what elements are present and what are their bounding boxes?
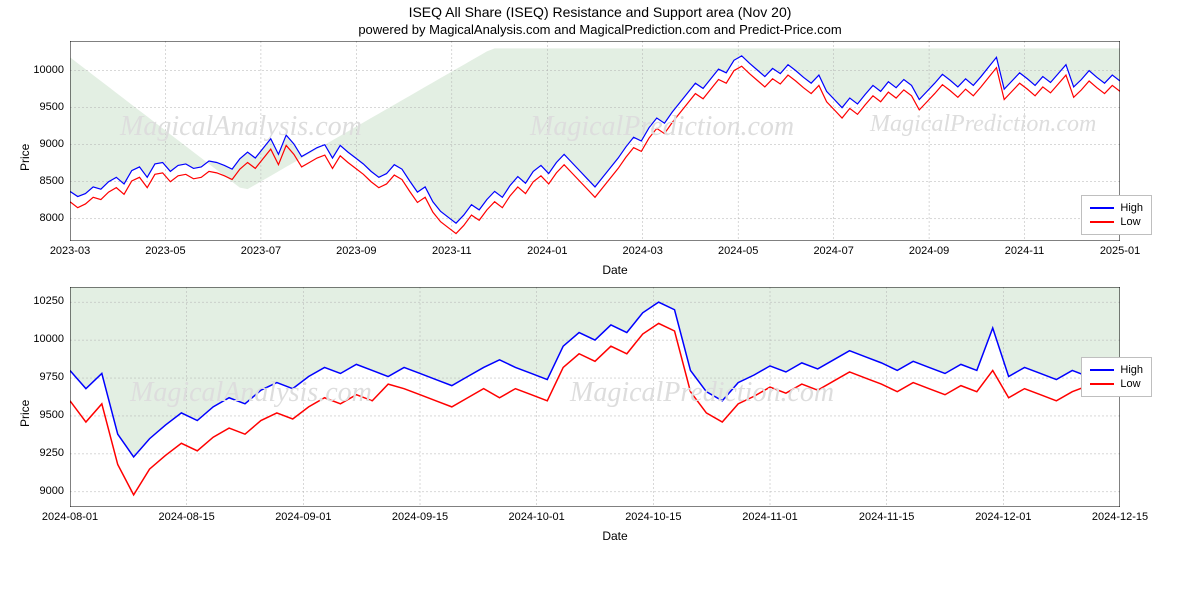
xtick-label: 2024-09-15	[385, 511, 455, 523]
ytick-label: 9750	[4, 371, 64, 383]
chart1-plot	[70, 41, 1120, 241]
xtick-label: 2024-10-01	[502, 511, 572, 523]
ytick-label: 9250	[4, 447, 64, 459]
chart-2: Price 90009250950097501000010250 2024-08…	[70, 287, 1160, 507]
xtick-label: 2025-01	[1085, 245, 1155, 257]
xtick-label: 2023-03	[35, 245, 105, 257]
xtick-label: 2024-10-15	[618, 511, 688, 523]
xtick-label: 2024-12-01	[968, 511, 1038, 523]
legend-item: Low	[1090, 378, 1143, 390]
ytick-label: 9500	[4, 101, 64, 113]
xtick-label: 2024-05	[703, 245, 773, 257]
xtick-label: 2023-09	[321, 245, 391, 257]
chart2-xlabel: Date	[70, 529, 1160, 543]
legend-item: High	[1090, 202, 1143, 214]
xtick-label: 2024-11-01	[735, 511, 805, 523]
xtick-label: 2024-12-15	[1085, 511, 1155, 523]
xtick-label: 2023-11	[417, 245, 487, 257]
ytick-label: 8000	[4, 212, 64, 224]
xtick-label: 2024-11	[990, 245, 1060, 257]
chart1-legend: High Low	[1081, 195, 1152, 235]
xtick-label: 2024-09-01	[268, 511, 338, 523]
xtick-label: 2024-08-01	[35, 511, 105, 523]
xtick-label: 2024-09	[894, 245, 964, 257]
xtick-label: 2023-07	[226, 245, 296, 257]
chart1-xlabel: Date	[70, 263, 1160, 277]
chart-1: Price 800085009000950010000 2023-032023-…	[70, 41, 1160, 241]
chart2-plot	[70, 287, 1120, 507]
xtick-label: 2024-01	[512, 245, 582, 257]
ytick-label: 9500	[4, 409, 64, 421]
xtick-label: 2024-11-15	[852, 511, 922, 523]
legend-item: Low	[1090, 216, 1143, 228]
xtick-label: 2023-05	[130, 245, 200, 257]
xtick-label: 2024-07	[799, 245, 869, 257]
xtick-label: 2024-03	[608, 245, 678, 257]
ytick-label: 10000	[4, 64, 64, 76]
ytick-label: 8500	[4, 175, 64, 187]
ytick-label: 10250	[4, 295, 64, 307]
ytick-label: 9000	[4, 485, 64, 497]
xtick-label: 2024-08-15	[152, 511, 222, 523]
ytick-label: 9000	[4, 138, 64, 150]
legend-item: High	[1090, 364, 1143, 376]
chart-subtitle: powered by MagicalAnalysis.com and Magic…	[0, 22, 1200, 37]
chart2-legend: High Low	[1081, 357, 1152, 397]
ytick-label: 10000	[4, 333, 64, 345]
chart-title: ISEQ All Share (ISEQ) Resistance and Sup…	[0, 4, 1200, 20]
